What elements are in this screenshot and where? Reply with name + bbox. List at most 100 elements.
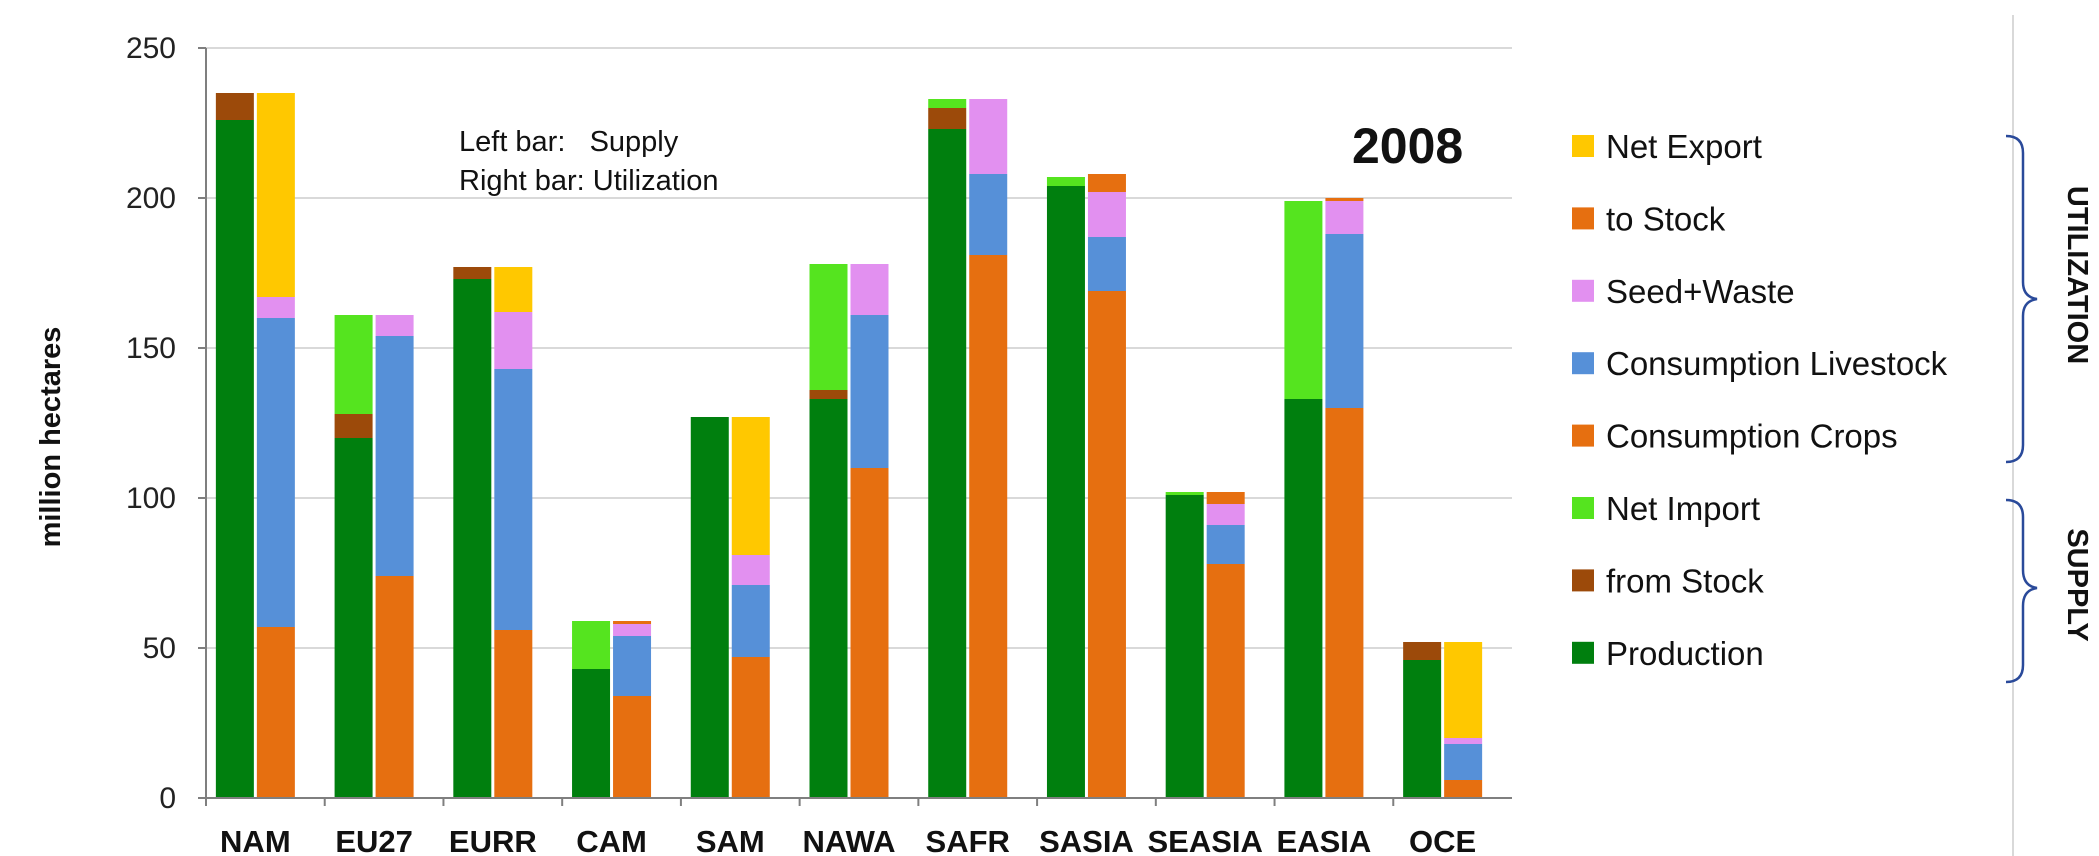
y-tick-label-100: 100 — [126, 482, 176, 515]
legend-swatch-from-stock — [1572, 569, 1594, 592]
legend: Net Export to Stock Seed+Waste Consumption … — [1572, 128, 1948, 672]
axes — [205, 48, 1512, 799]
category-label-oce: OCE — [1409, 824, 1476, 856]
bar-eu27-utilization-consumption-livestock — [375, 336, 414, 576]
bar-eurr-utilization-consumption-livestock — [494, 369, 533, 630]
legend-swatch-net-import — [1572, 497, 1594, 519]
bar-cam-utilization-seed-waste — [613, 624, 652, 636]
bar-nawa-supply-net-import — [809, 264, 848, 390]
bar-oce-supply-from-stock — [1403, 642, 1442, 660]
bar-eurr-supply-production — [453, 279, 492, 798]
bar-sasia-utilization-to-stock — [1087, 174, 1126, 192]
bar-nawa-utilization-seed-waste — [850, 264, 889, 315]
brackets: UTILIZATION SUPPLY — [2005, 15, 2093, 856]
bar-sasia-supply-net-import — [1046, 177, 1085, 186]
bar-nam-utilization-seed-waste — [256, 297, 295, 318]
legend-label-to-stock: to Stock — [1606, 200, 1726, 237]
bar-sam-utilization-net-export — [731, 417, 770, 555]
bar-safr-utilization-consumption-crops — [969, 255, 1008, 798]
bar-seasia-utilization-consumption-livestock — [1206, 525, 1245, 564]
bar-eu27-utilization-seed-waste — [375, 315, 414, 336]
category-label-seasia: SEASIA — [1147, 824, 1262, 856]
bar-safr-supply-net-import — [928, 99, 967, 108]
note-line-utilization: Right bar: Utilization — [459, 165, 719, 197]
legend-label-net-export: Net Export — [1606, 128, 1762, 165]
bar-seasia-utilization-consumption-crops — [1206, 564, 1245, 798]
legend-label-production: Production — [1606, 635, 1764, 672]
bar-eu27-supply-from-stock — [334, 414, 373, 438]
bar-eu27-utilization-consumption-crops — [375, 576, 414, 798]
supply-bracket — [2005, 498, 2038, 684]
legend-label-net-import: Net Import — [1606, 490, 1760, 527]
y-tick-label-50: 50 — [143, 632, 176, 665]
bar-sasia-utilization-consumption-livestock — [1087, 237, 1126, 291]
bar-nam-utilization-consumption-livestock — [256, 318, 295, 627]
bar-seasia-utilization-seed-waste — [1206, 504, 1245, 525]
bar-easia-supply-production — [1284, 399, 1323, 798]
category-label-eurr: EURR — [449, 824, 537, 856]
bar-easia-utilization-consumption-livestock — [1325, 234, 1364, 408]
bar-eurr-utilization-consumption-crops — [494, 630, 533, 798]
y-tick-label-250: 250 — [126, 32, 176, 65]
bar-safr-utilization-seed-waste — [969, 99, 1008, 174]
y-axis-label: million hectares — [35, 327, 67, 548]
category-label-sam: SAM — [696, 824, 765, 856]
bar-safr-supply-production — [928, 129, 967, 798]
bar-sam-utilization-consumption-crops — [731, 657, 770, 798]
bar-seasia-utilization-to-stock — [1206, 492, 1245, 504]
bar-sasia-utilization-seed-waste — [1087, 192, 1126, 237]
bar-sam-supply-production — [690, 417, 729, 798]
bar-sam-utilization-seed-waste — [731, 555, 770, 585]
bar-eurr-utilization-seed-waste — [494, 312, 533, 369]
bar-nam-supply-production — [215, 120, 254, 798]
bar-safr-supply-from-stock — [928, 108, 967, 129]
legend-label-consumption-livestock: Consumption Livestock — [1606, 345, 1948, 382]
y-tick-label-0: 0 — [159, 782, 176, 815]
category-label-easia: EASIA — [1277, 824, 1372, 856]
category-label-safr: SAFR — [926, 824, 1010, 856]
bar-easia-supply-net-import — [1284, 201, 1323, 399]
y-tick-labels: 0 50 100 150 200 250 — [126, 32, 206, 815]
bar-cam-utilization-to-stock — [613, 621, 652, 624]
bar-sam-utilization-consumption-livestock — [731, 585, 770, 657]
bar-nam-utilization-consumption-crops — [256, 627, 295, 798]
bar-oce-supply-production — [1403, 660, 1442, 798]
bar-nawa-utilization-consumption-livestock — [850, 315, 889, 468]
note-line-supply: Left bar: Supply — [459, 126, 679, 158]
category-label-nawa: NAWA — [803, 824, 896, 856]
legend-swatch-net-export — [1572, 135, 1594, 157]
legend-swatch-consumption-livestock — [1572, 352, 1594, 375]
bar-nam-utilization-net-export — [256, 93, 295, 297]
y-tick-label-200: 200 — [126, 182, 176, 215]
bar-eurr-utilization-net-export — [494, 267, 533, 312]
legend-label-seed-waste: Seed+Waste — [1606, 273, 1795, 310]
bar-nam-supply-from-stock — [215, 93, 254, 120]
utilization-bracket-label: UTILIZATION — [2061, 186, 2093, 364]
bar-eu27-supply-production — [334, 438, 373, 798]
category-label-cam: CAM — [576, 824, 647, 856]
bar-safr-utilization-consumption-livestock — [969, 174, 1008, 255]
category-label-eu27: EU27 — [335, 824, 413, 856]
bar-nawa-supply-production — [809, 399, 848, 798]
bar-sasia-supply-production — [1046, 186, 1085, 798]
bar-oce-utilization-seed-waste — [1444, 738, 1483, 744]
bar-cam-supply-net-import — [572, 621, 611, 669]
supply-bracket-label: SUPPLY — [2061, 528, 2093, 641]
bar-cam-supply-production — [572, 669, 611, 798]
bar-nawa-supply-from-stock — [809, 390, 848, 399]
legend-swatch-production — [1572, 641, 1594, 664]
bar-oce-utilization-net-export — [1444, 642, 1483, 738]
bar-seasia-supply-net-import — [1165, 492, 1204, 495]
bar-oce-utilization-consumption-crops — [1444, 780, 1483, 798]
legend-label-consumption-crops: Consumption Crops — [1606, 418, 1898, 455]
bars — [215, 93, 1483, 798]
bar-easia-utilization-seed-waste — [1325, 201, 1364, 234]
bar-eu27-supply-net-import — [334, 315, 373, 414]
bar-nawa-utilization-consumption-crops — [850, 468, 889, 798]
year-label: 2008 — [1352, 118, 1463, 174]
legend-swatch-consumption-crops — [1572, 424, 1594, 447]
bar-sasia-utilization-consumption-crops — [1087, 291, 1126, 798]
bar-cam-utilization-consumption-crops — [613, 696, 652, 798]
legend-label-from-stock: from Stock — [1606, 562, 1764, 599]
